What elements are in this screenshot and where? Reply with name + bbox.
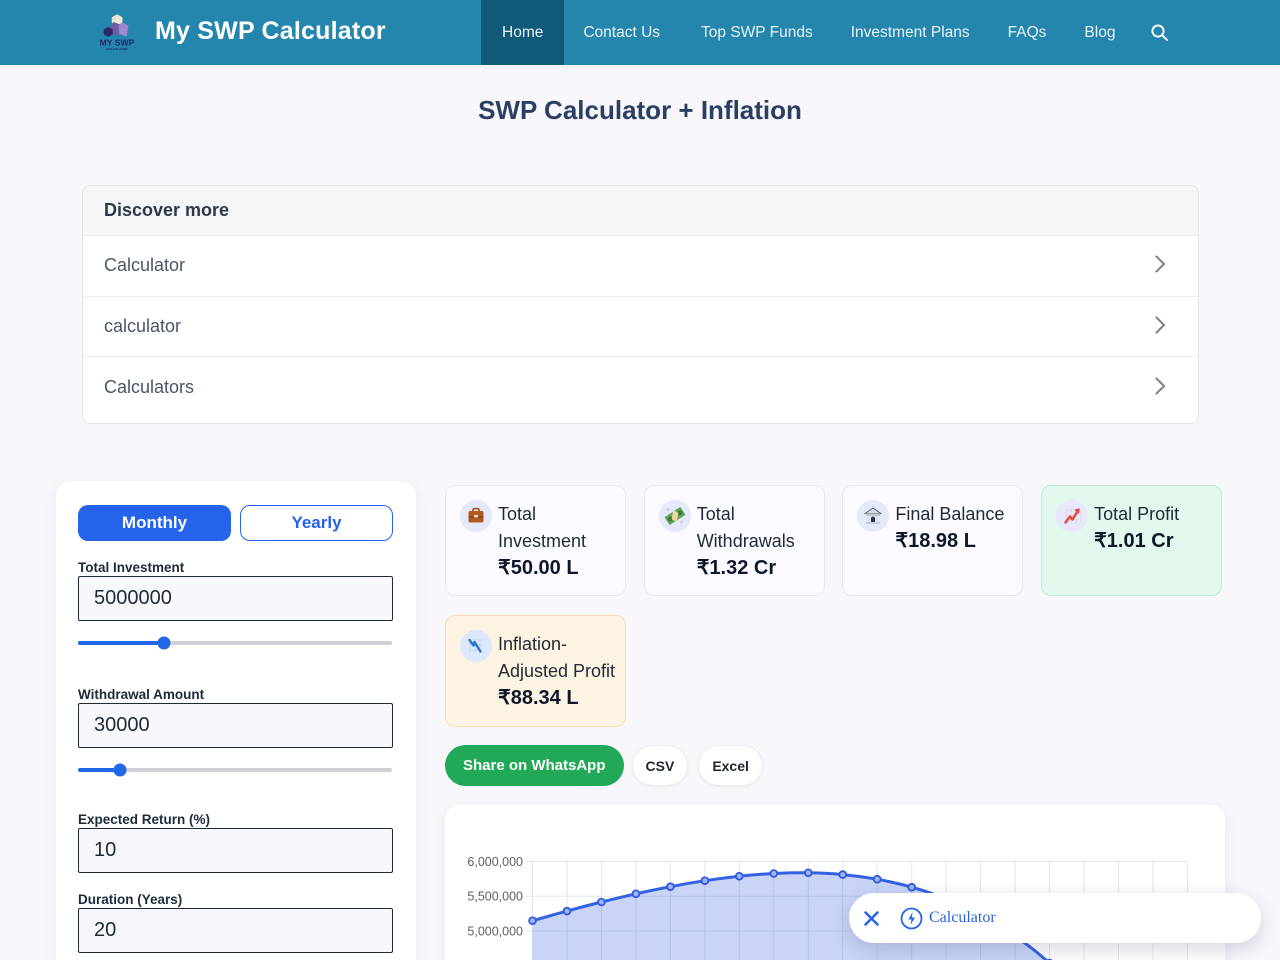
svg-text:5,000,000: 5,000,000 bbox=[467, 924, 523, 938]
svg-text:6,000,000: 6,000,000 bbox=[467, 855, 523, 869]
svg-text:5,500,000: 5,500,000 bbox=[467, 890, 523, 904]
svg-text:CALCULATOR: CALCULATOR bbox=[106, 47, 128, 51]
svg-text:MY SWP: MY SWP bbox=[100, 38, 135, 48]
